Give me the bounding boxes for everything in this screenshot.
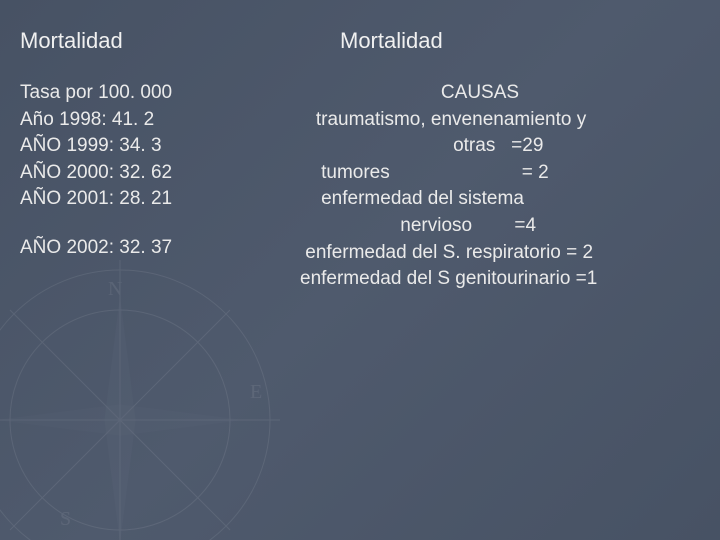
svg-text:S: S [60,508,71,530]
rate-row-extra: AÑO 2002: 32. 37 [20,235,260,262]
rate-row: AÑO 2000: 32. 62 [20,160,260,187]
causes-block: CAUSAS traumatismo, envenenamiento y otr… [300,80,700,293]
left-heading: Mortalidad [20,28,260,54]
cause-line: enfermedad del S. respiratorio = 2 [300,240,700,267]
cause-line: tumores = 2 [300,160,700,187]
rate-title: Tasa por 100. 000 [20,80,260,107]
cause-line: traumatismo, envenenamiento y [300,107,700,134]
rate-row: AÑO 1999: 34. 3 [20,133,260,160]
left-column: Mortalidad Tasa por 100. 000 Año 1998: 4… [20,28,260,293]
rate-row: Año 1998: 41. 2 [20,107,260,134]
cause-line: enfermedad del S genitourinario =1 [300,266,700,293]
cause-line: otras =29 [300,133,700,160]
slide-content: Mortalidad Tasa por 100. 000 Año 1998: 4… [0,0,720,293]
rate-block: Tasa por 100. 000 Año 1998: 41. 2 AÑO 19… [20,80,260,262]
right-column: Mortalidad CAUSAS traumatismo, envenenam… [300,28,700,293]
right-heading: Mortalidad [340,28,700,54]
cause-line: enfermedad del sistema [300,186,700,213]
rate-row: AÑO 2001: 28. 21 [20,186,260,213]
causas-title: CAUSAS [260,80,700,107]
svg-text:E: E [250,381,262,403]
cause-line: nervioso =4 [300,213,700,240]
